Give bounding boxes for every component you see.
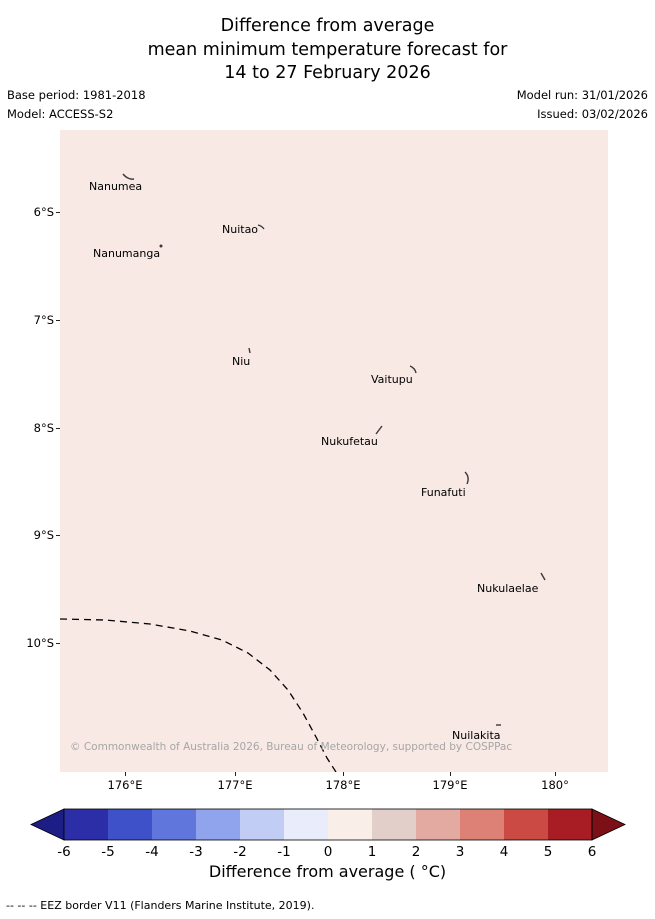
cbar-tick-4: 4 <box>499 844 509 860</box>
cbar-tick-5: 5 <box>543 844 553 860</box>
colorbar <box>30 808 626 841</box>
island-mark-nukulaelae <box>540 572 546 581</box>
title-line-3: 14 to 27 February 2026 <box>224 63 431 83</box>
island-mark-nanumea <box>122 173 135 180</box>
ytick-mark <box>56 212 60 213</box>
xtick-178e: 178°E <box>325 778 361 792</box>
title-line-2: mean minimum temperature forecast for <box>147 39 508 60</box>
colorbar-right-arrow <box>591 808 626 841</box>
colorbar-segment <box>240 809 284 840</box>
cbar-tick-0: 0 <box>323 844 333 860</box>
xtick-180: 180° <box>541 778 569 792</box>
cbar-tick--2: -2 <box>233 844 247 860</box>
island-mark-niu <box>248 347 251 354</box>
colorbar-segment <box>284 809 328 840</box>
island-label-nuilakita: Nuilakita <box>452 729 501 742</box>
colorbar-segment <box>328 809 372 840</box>
xtick-mark <box>450 772 451 776</box>
island-label-niu: Niu <box>232 355 251 368</box>
eez-legend-note: -- -- -- EEZ border V11 (Flanders Marine… <box>6 899 315 912</box>
colorbar-left-arrow <box>30 808 65 841</box>
island-label-nanumea: Nanumea <box>89 180 143 193</box>
cbar-tick--1: -1 <box>277 844 291 860</box>
xtick-176e: 176°E <box>107 778 143 792</box>
ytick-mark <box>56 535 60 536</box>
island-mark-vaitupu <box>409 365 417 374</box>
colorbar-segment <box>548 809 592 840</box>
copyright-note: © Commonwealth of Australia 2026, Bureau… <box>70 741 513 753</box>
island-mark-nukufetau <box>375 425 383 435</box>
xtick-mark <box>555 772 556 776</box>
ytick-mark <box>56 643 60 644</box>
island-mark-funafuti <box>464 471 469 485</box>
cbar-tick--3: -3 <box>189 844 203 860</box>
xtick-177e: 177°E <box>217 778 253 792</box>
island-label-nuitao: Nuitao <box>222 223 259 236</box>
colorbar-segment <box>108 809 152 840</box>
ytick-6s: 6°S <box>33 205 54 219</box>
ytick-9s: 9°S <box>33 528 54 542</box>
colorbar-segment <box>416 809 460 840</box>
xtick-mark <box>343 772 344 776</box>
ytick-mark <box>56 320 60 321</box>
ytick-10s: 10°S <box>26 636 54 650</box>
colorbar-label: Difference from average ( °C) <box>208 862 447 881</box>
colorbar-outline <box>63 808 593 841</box>
island-mark-nanumanga <box>159 244 163 248</box>
colorbar-segment <box>152 809 196 840</box>
eez-border-line <box>60 618 337 772</box>
ytick-7s: 7°S <box>33 313 54 327</box>
cbar-tick-1: 1 <box>367 844 377 860</box>
island-mark-nuitao <box>257 224 265 230</box>
cbar-tick--5: -5 <box>101 844 115 860</box>
island-label-funafuti: Funafuti <box>421 486 466 499</box>
cbar-tick--4: -4 <box>145 844 159 860</box>
island-label-nukufetau: Nukufetau <box>321 435 378 448</box>
issued-label: Issued: 03/02/2026 <box>537 107 648 121</box>
map-overlay <box>60 173 546 772</box>
xtick-mark <box>125 772 126 776</box>
map-area: Nanumea Nuitao Nanumanga Niu Vaitupu Nuk… <box>60 130 608 772</box>
cbar-tick-2: 2 <box>411 844 421 860</box>
colorbar-segment <box>460 809 504 840</box>
xtick-mark <box>235 772 236 776</box>
cbar-tick-3: 3 <box>455 844 465 860</box>
colorbar-segment <box>504 809 548 840</box>
ytick-mark <box>56 428 60 429</box>
cbar-tick--6: -6 <box>57 844 71 860</box>
title-line-1: Difference from average <box>220 16 435 36</box>
xtick-179e: 179°E <box>432 778 468 792</box>
figure-title: Difference from average mean minimum tem… <box>0 15 655 86</box>
model-run-label: Model run: 31/01/2026 <box>516 88 648 102</box>
island-label-nukulaelae: Nukulaelae <box>477 582 539 595</box>
cbar-tick-6: 6 <box>587 844 597 860</box>
model-label: Model: ACCESS-S2 <box>7 107 114 121</box>
base-period-label: Base period: 1981-2018 <box>7 88 146 102</box>
ytick-8s: 8°S <box>33 421 54 435</box>
island-label-nanumanga: Nanumanga <box>93 247 161 260</box>
colorbar-segment <box>372 809 416 840</box>
colorbar-segment <box>64 809 108 840</box>
colorbar-segment <box>196 809 240 840</box>
island-label-vaitupu: Vaitupu <box>371 373 413 386</box>
